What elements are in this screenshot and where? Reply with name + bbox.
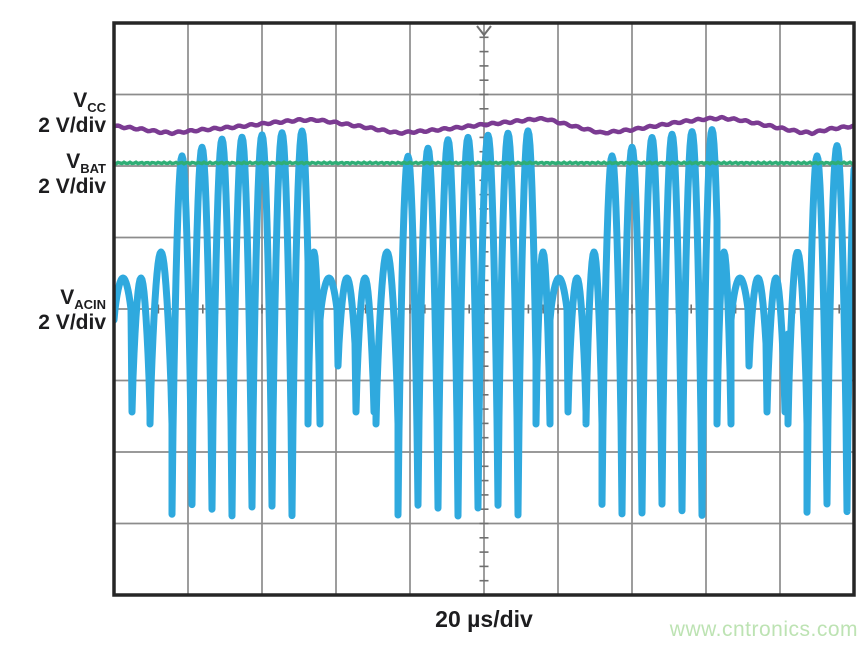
vacin-trace-label: VACIN 2 V/div <box>0 285 106 335</box>
vbat-scale: 2 V/div <box>38 175 106 198</box>
vcc-subscript: CC <box>87 100 106 116</box>
vbat-trace-label: VBAT 2 V/div <box>0 149 106 199</box>
vbat-subscript: BAT <box>80 161 106 177</box>
watermark-text: www.cntronics.com <box>669 618 858 641</box>
vcc-trace-label: VCC 2 V/div <box>0 88 106 138</box>
vbat-name: VBAT <box>66 150 106 177</box>
vacin-scale: 2 V/div <box>38 311 106 334</box>
vcc-scale: 2 V/div <box>38 114 106 137</box>
vacin-name: VACIN <box>60 286 106 313</box>
vcc-name: VCC <box>73 89 106 116</box>
timebase-label: 20 µs/div <box>435 606 533 632</box>
vacin-subscript: ACIN <box>74 297 106 313</box>
